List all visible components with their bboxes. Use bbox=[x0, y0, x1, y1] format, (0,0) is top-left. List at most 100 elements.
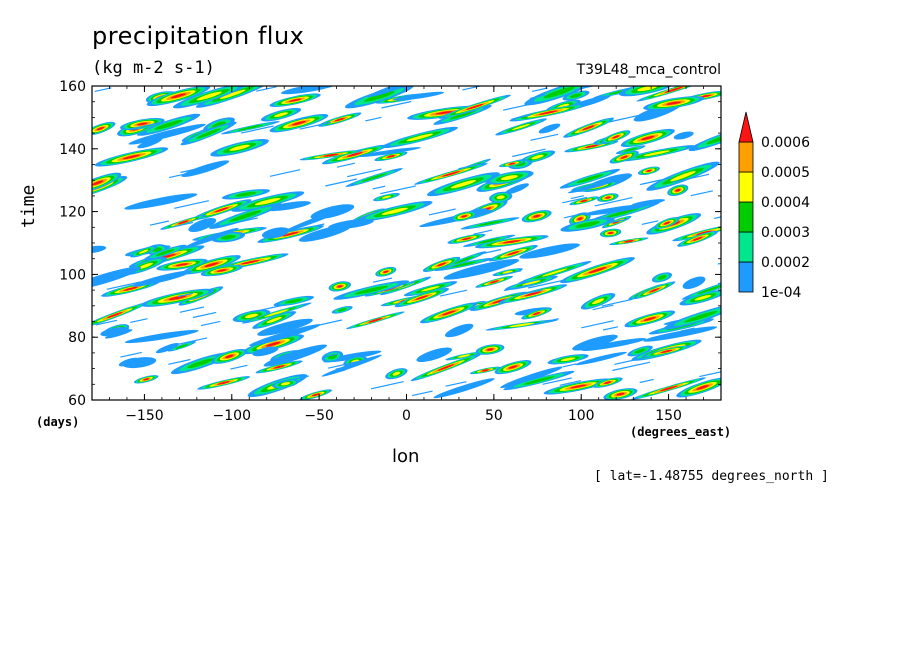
precip-contour bbox=[612, 135, 620, 139]
precip-contour bbox=[381, 207, 408, 215]
precip-contour bbox=[509, 322, 535, 328]
precip-contour bbox=[92, 245, 107, 254]
precip-streak bbox=[667, 184, 689, 197]
precip-streak bbox=[445, 351, 483, 361]
precip-contour bbox=[220, 234, 236, 240]
precip-contour bbox=[532, 312, 541, 316]
precip-thread bbox=[324, 353, 339, 358]
run-label: T39L48_mca_control bbox=[576, 62, 721, 78]
precip-thread bbox=[530, 133, 559, 141]
precip-streak bbox=[538, 123, 561, 134]
x-tick-label: −100 bbox=[213, 408, 251, 424]
precip-contour bbox=[461, 215, 468, 218]
precip-contour bbox=[637, 86, 658, 92]
precip-contour bbox=[168, 295, 187, 301]
precip-contour bbox=[641, 135, 655, 141]
precip-streak bbox=[124, 329, 199, 344]
precip-streak bbox=[284, 206, 351, 232]
precip-thread bbox=[168, 358, 191, 365]
x-axis-label: lon bbox=[392, 446, 420, 467]
precip-streak bbox=[252, 346, 279, 357]
chart-title: precipitation flux bbox=[92, 22, 305, 50]
precip-contour bbox=[508, 365, 518, 369]
precip-thread bbox=[106, 281, 141, 290]
precip-streak bbox=[503, 370, 575, 391]
precip-streak bbox=[485, 319, 559, 331]
precip-thread bbox=[325, 178, 357, 187]
precip-contour bbox=[280, 86, 337, 95]
precip-streak bbox=[92, 302, 148, 328]
precip-streak bbox=[137, 137, 163, 149]
precip-streak bbox=[654, 217, 680, 230]
precip-contour bbox=[361, 173, 387, 182]
precip-contour bbox=[274, 112, 288, 118]
precip-thread bbox=[671, 173, 710, 184]
precip-streak bbox=[475, 344, 505, 355]
precip-contour bbox=[694, 295, 712, 301]
precip-streak bbox=[519, 243, 580, 259]
x-tick-label: 50 bbox=[485, 408, 503, 424]
precip-streak bbox=[328, 281, 352, 292]
precip-contour bbox=[196, 128, 222, 139]
colorbar-swatch bbox=[738, 231, 754, 263]
precip-streak bbox=[160, 214, 207, 230]
precip-streak bbox=[575, 351, 627, 366]
precip-streak bbox=[181, 160, 230, 177]
precip-thread bbox=[562, 196, 588, 204]
precip-contour bbox=[441, 171, 460, 177]
precip-contour bbox=[311, 393, 320, 397]
precip-streak bbox=[559, 168, 621, 189]
precip-thread bbox=[592, 304, 614, 311]
precip-streak bbox=[463, 234, 516, 248]
precip-streak bbox=[94, 147, 169, 167]
precip-contour bbox=[137, 137, 163, 149]
precip-contour bbox=[284, 206, 351, 232]
precip-thread bbox=[280, 326, 313, 335]
precip-thread bbox=[502, 103, 532, 111]
precip-thread bbox=[173, 221, 194, 228]
precip-streak bbox=[394, 288, 450, 308]
precip-streak bbox=[141, 288, 215, 307]
precip-streak bbox=[328, 218, 374, 230]
precip-contour bbox=[261, 227, 290, 239]
colorbar-label: 0.0002 bbox=[761, 255, 810, 271]
precip-thread bbox=[176, 113, 196, 119]
precip-contour bbox=[177, 220, 189, 225]
precip-streak bbox=[208, 203, 282, 229]
precip-contour bbox=[263, 344, 328, 367]
precip-contour bbox=[696, 384, 709, 390]
precip-contour bbox=[100, 327, 130, 337]
precip-thread bbox=[614, 357, 646, 365]
precip-contour bbox=[584, 144, 598, 148]
precip-contour bbox=[437, 262, 447, 267]
precip-streak bbox=[144, 244, 187, 261]
precip-contour bbox=[435, 111, 454, 115]
precip-contour bbox=[454, 256, 474, 265]
precip-streak bbox=[252, 311, 297, 329]
precip-contour bbox=[682, 276, 706, 290]
precip-thread bbox=[564, 212, 586, 219]
precip-streak bbox=[381, 126, 458, 149]
precip-streak bbox=[451, 211, 477, 222]
precip-streak bbox=[331, 305, 353, 314]
precip-thread bbox=[241, 125, 274, 134]
precip-contour bbox=[450, 180, 477, 189]
precip-contour bbox=[280, 382, 291, 386]
precip-streak bbox=[241, 302, 312, 324]
precip-streak bbox=[646, 161, 720, 191]
precip-thread bbox=[295, 116, 308, 121]
precip-contour bbox=[582, 204, 649, 216]
precip-thread bbox=[370, 381, 404, 390]
precip-contour bbox=[229, 210, 262, 222]
precip-thread bbox=[174, 200, 209, 209]
precip-thread bbox=[527, 279, 564, 289]
precip-streak bbox=[221, 121, 280, 135]
precip-streak bbox=[438, 94, 511, 119]
precip-contour bbox=[569, 384, 587, 389]
precip-thread bbox=[178, 292, 194, 298]
precip-thread bbox=[517, 289, 543, 296]
precip-streak bbox=[172, 86, 246, 109]
precip-streak bbox=[441, 251, 487, 269]
precip-thread bbox=[256, 86, 277, 92]
